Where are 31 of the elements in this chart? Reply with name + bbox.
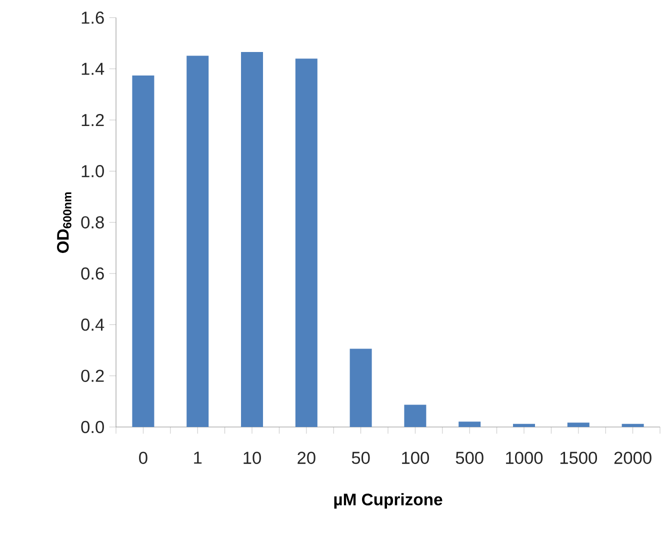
bar xyxy=(132,75,154,428)
y-tick-label: 1.2 xyxy=(82,114,104,126)
y-tick-label: 0.4 xyxy=(81,318,104,331)
bar xyxy=(241,52,264,428)
x-tick-label: 1500 xyxy=(560,452,598,464)
y-tick-label: 1.0 xyxy=(82,165,104,178)
x-axis-title: µM Cuprizone xyxy=(334,493,442,509)
bar xyxy=(350,348,372,428)
bar xyxy=(404,404,426,428)
y-tick-label: 1.6 xyxy=(82,12,104,24)
y-tick-label: 0.8 xyxy=(81,216,104,228)
bar xyxy=(458,422,481,428)
bar xyxy=(567,422,590,428)
x-tick-label: 2000 xyxy=(614,452,652,464)
y-tick-label: 0.0 xyxy=(81,420,104,434)
x-tick-label: 0 xyxy=(139,452,148,464)
y-tick-label: 1.4 xyxy=(82,62,104,75)
y-tick-label: 0.2 xyxy=(81,370,104,382)
x-tick-label: 500 xyxy=(456,452,484,464)
x-tick-label: 20 xyxy=(298,452,316,464)
x-tick-label: 1 xyxy=(194,452,202,464)
y-axis-title: OD$_{600nm}$ xyxy=(57,192,72,253)
x-tick-label: 10 xyxy=(244,452,261,464)
x-tick-label: 50 xyxy=(352,452,370,464)
bar xyxy=(295,58,318,428)
x-tick-label: 1000 xyxy=(506,452,543,464)
bar xyxy=(186,56,209,428)
x-tick-label: 100 xyxy=(402,452,429,464)
bar xyxy=(622,424,644,428)
y-tick-label: 0.6 xyxy=(81,267,104,280)
bar xyxy=(513,424,536,428)
